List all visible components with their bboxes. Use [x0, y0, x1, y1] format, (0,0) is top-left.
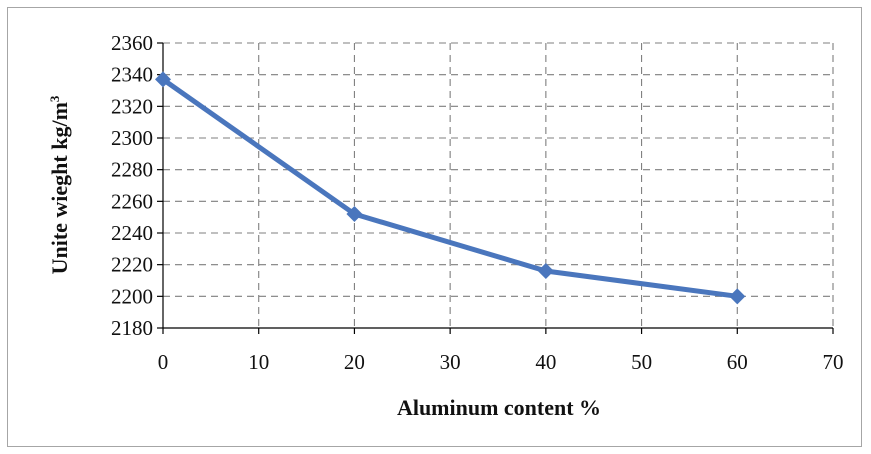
data-point-marker: [729, 288, 746, 305]
y-tick-labels: 2180 2200 2220 2240 2260 2280 2300 2320 2340 2360: [111, 31, 153, 340]
y-tick-label: 2220: [111, 253, 153, 277]
data-point-marker: [155, 71, 171, 88]
chart-frame: [7, 7, 862, 447]
y-tick-label: 2300: [111, 126, 153, 150]
y-tick-label: 2280: [111, 158, 153, 182]
data-point-marker: [346, 206, 363, 222]
x-tick-label: 60: [727, 350, 748, 374]
x-axis-title: Aluminum content %: [397, 395, 601, 420]
x-tick-label: 40: [535, 350, 556, 374]
y-axis-title: Unite wieght kg/m3: [47, 95, 72, 274]
gridlines: [163, 42, 834, 328]
data-point-marker: [537, 263, 554, 279]
y-tick-label: 2200: [111, 284, 153, 308]
x-tick-label: 50: [631, 350, 652, 374]
x-tick-labels: 0 10 20 30 40 50 60 70: [158, 350, 844, 374]
x-tick-label: 70: [823, 350, 844, 374]
y-tick-label: 2260: [111, 189, 153, 213]
series: [155, 71, 746, 305]
x-tick-label: 0: [158, 350, 169, 374]
x-tick-label: 10: [248, 350, 269, 374]
y-tick-label: 2360: [111, 31, 153, 55]
y-tick-label: 2340: [111, 63, 153, 87]
axes: [157, 42, 834, 334]
x-tick-label: 20: [344, 350, 365, 374]
y-tick-label: 2240: [111, 221, 153, 245]
y-tick-label: 2180: [111, 316, 153, 340]
y-tick-label: 2320: [111, 94, 153, 118]
series-line: [160, 76, 740, 299]
y-axis-title-main: Unite wieght kg/m: [47, 102, 72, 274]
x-tick-label: 30: [440, 350, 461, 374]
y-axis-title-superscript: 3: [47, 95, 62, 102]
